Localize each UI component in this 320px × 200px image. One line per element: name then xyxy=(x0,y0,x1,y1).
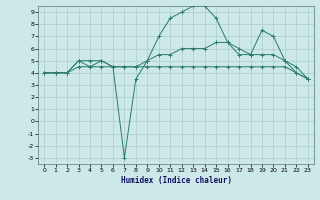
X-axis label: Humidex (Indice chaleur): Humidex (Indice chaleur) xyxy=(121,176,231,185)
